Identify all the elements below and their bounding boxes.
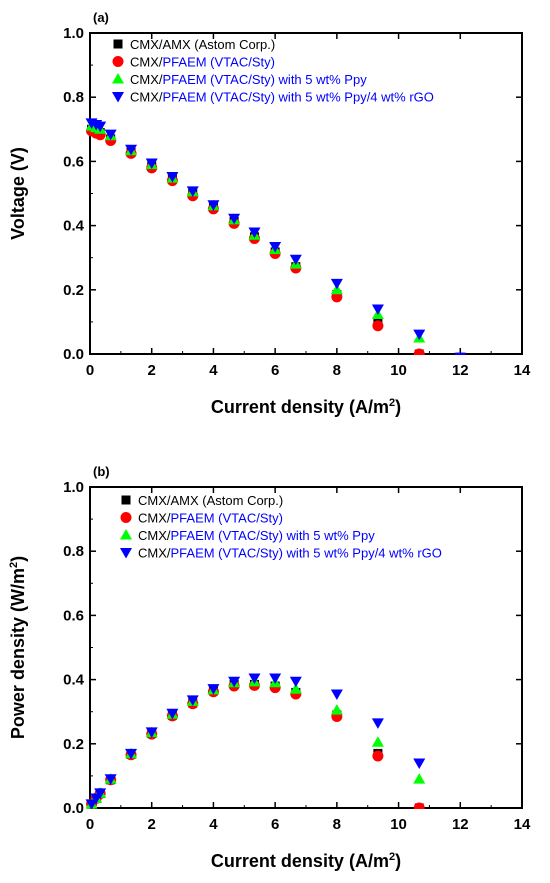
data-point-series-4 [371, 304, 384, 316]
y-tick-label: 0.8 [63, 89, 84, 106]
data-point-series-4 [289, 676, 302, 688]
data-point-series-4 [186, 186, 199, 197]
data-point-series-4 [85, 799, 98, 809]
panel-label: (b) [93, 464, 110, 479]
legend-label: CMX/AMX (Astom Corp.) [138, 493, 283, 508]
legend-label: CMX/PFAEM (VTAC/Sty) with 5 wt% Ppy [130, 72, 367, 87]
legend-marker [112, 73, 124, 84]
y-tick-label: 0.4 [63, 672, 85, 689]
data-point-series-3 [413, 773, 426, 784]
x-tick-label: 10 [390, 816, 407, 833]
data-point-series-4 [104, 129, 117, 141]
panel-label: (a) [93, 10, 109, 25]
x-tick-label: 8 [333, 362, 341, 379]
data-point-series-2 [413, 802, 425, 809]
legend-label: CMX/PFAEM (VTAC/Sty) with 5 wt% Ppy/4 wt… [138, 546, 442, 561]
data-point-series-4 [289, 254, 302, 266]
x-tick-label: 4 [209, 362, 218, 379]
data-point-series-3 [371, 736, 384, 747]
data-point-series-4 [94, 121, 107, 133]
legend-label: CMX/PFAEM (VTAC/Sty) [130, 55, 275, 70]
data-point-series-4 [125, 748, 138, 760]
legend-marker [112, 56, 124, 67]
x-tick-label: 6 [271, 816, 279, 833]
y-tick-label: 0.4 [63, 218, 85, 235]
x-tick-label: 0 [86, 816, 94, 833]
y-tick-label: 0.2 [63, 282, 84, 299]
data-point-series-4 [371, 718, 384, 729]
data-point-series-4 [454, 352, 467, 355]
data-point-series-4 [145, 727, 158, 738]
legend-label: CMX/PFAEM (VTAC/Sty) [138, 511, 283, 526]
y-tick-label: 1.0 [63, 25, 84, 42]
data-point-series-4 [166, 171, 179, 183]
x-tick-label: 2 [148, 816, 156, 833]
x-tick-label: 10 [390, 362, 407, 379]
y-tick-label: 0.8 [63, 543, 84, 560]
legend-marker [113, 39, 123, 49]
y-tick-label: 0.0 [63, 346, 84, 363]
y-tick-label: 1.0 [63, 479, 84, 496]
data-points [85, 673, 426, 809]
y-axis-title: Power density (W/m2) [8, 556, 28, 739]
data-point-series-4 [207, 200, 220, 211]
data-points [85, 118, 467, 355]
chart-panel-a: (a) 0 2 4 6 8 10 12 14 0.0 0.2 0.4 0.6 0.8 1.0 Current … [8, 10, 531, 417]
y-tick-label: 0.0 [63, 800, 84, 817]
x-axis-title: Current density (A/m2) [211, 397, 401, 417]
data-point-series-4 [125, 144, 138, 156]
data-point-series-4 [269, 673, 282, 684]
legend-marker [112, 92, 124, 103]
data-point-series-2 [372, 750, 384, 762]
data-point-series-4 [94, 788, 107, 799]
data-point-series-2 [372, 320, 384, 332]
x-tick-label: 6 [271, 362, 279, 379]
x-tick-label: 12 [452, 816, 469, 833]
data-point-series-4 [330, 689, 343, 701]
data-point-series-4 [145, 158, 158, 170]
y-tick-label: 0.6 [63, 153, 84, 170]
data-point-series-4 [413, 758, 426, 770]
legend-label: CMX/AMX (Astom Corp.) [130, 37, 275, 52]
x-tick-label: 14 [514, 362, 531, 379]
legend: CMX/AMX (Astom Corp.) CMX/PFAEM (VTAC/Sty… [112, 37, 434, 105]
data-point-series-4 [269, 241, 282, 253]
data-point-series-4 [166, 708, 179, 720]
legend-label: CMX/PFAEM (VTAC/Sty) with 5 wt% Ppy/4 wt… [130, 90, 434, 105]
data-point-series-4 [413, 329, 426, 341]
legend-marker [121, 495, 131, 505]
chart-panel-b: (b) 0 2 4 6 8 10 12 14 0.0 0.2 0.4 0.6 0.8 1.0 Current … [8, 464, 531, 871]
x-tick-label: 12 [452, 362, 469, 379]
y-tick-label: 0.6 [63, 607, 84, 624]
data-point-series-4 [330, 278, 343, 290]
data-point-series-4 [248, 673, 261, 684]
x-axis-title: Current density (A/m2) [211, 851, 401, 871]
y-tick-label: 0.2 [63, 736, 84, 753]
legend-label: CMX/PFAEM (VTAC/Sty) with 5 wt% Ppy [138, 528, 375, 543]
legend-marker [120, 529, 132, 540]
x-tick-label: 0 [86, 362, 94, 379]
data-point-series-4 [186, 695, 199, 706]
data-point-series-4 [228, 213, 241, 225]
data-point-series-4 [228, 676, 241, 688]
data-point-series-3 [330, 704, 343, 715]
y-axis-title: Voltage (V) [8, 147, 28, 240]
x-tick-label: 14 [514, 816, 531, 833]
data-point-series-4 [104, 774, 117, 785]
x-tick-label: 4 [209, 816, 218, 833]
legend-marker [120, 512, 132, 523]
legend-marker [120, 548, 132, 559]
data-point-series-4 [207, 684, 220, 695]
x-tick-label: 2 [148, 362, 156, 379]
data-point-series-2 [413, 348, 425, 355]
x-tick-label: 8 [333, 816, 341, 833]
legend: CMX/AMX (Astom Corp.) CMX/PFAEM (VTAC/Sty… [120, 493, 442, 561]
data-point-series-4 [248, 227, 261, 239]
data-point-series-3 [289, 683, 302, 694]
